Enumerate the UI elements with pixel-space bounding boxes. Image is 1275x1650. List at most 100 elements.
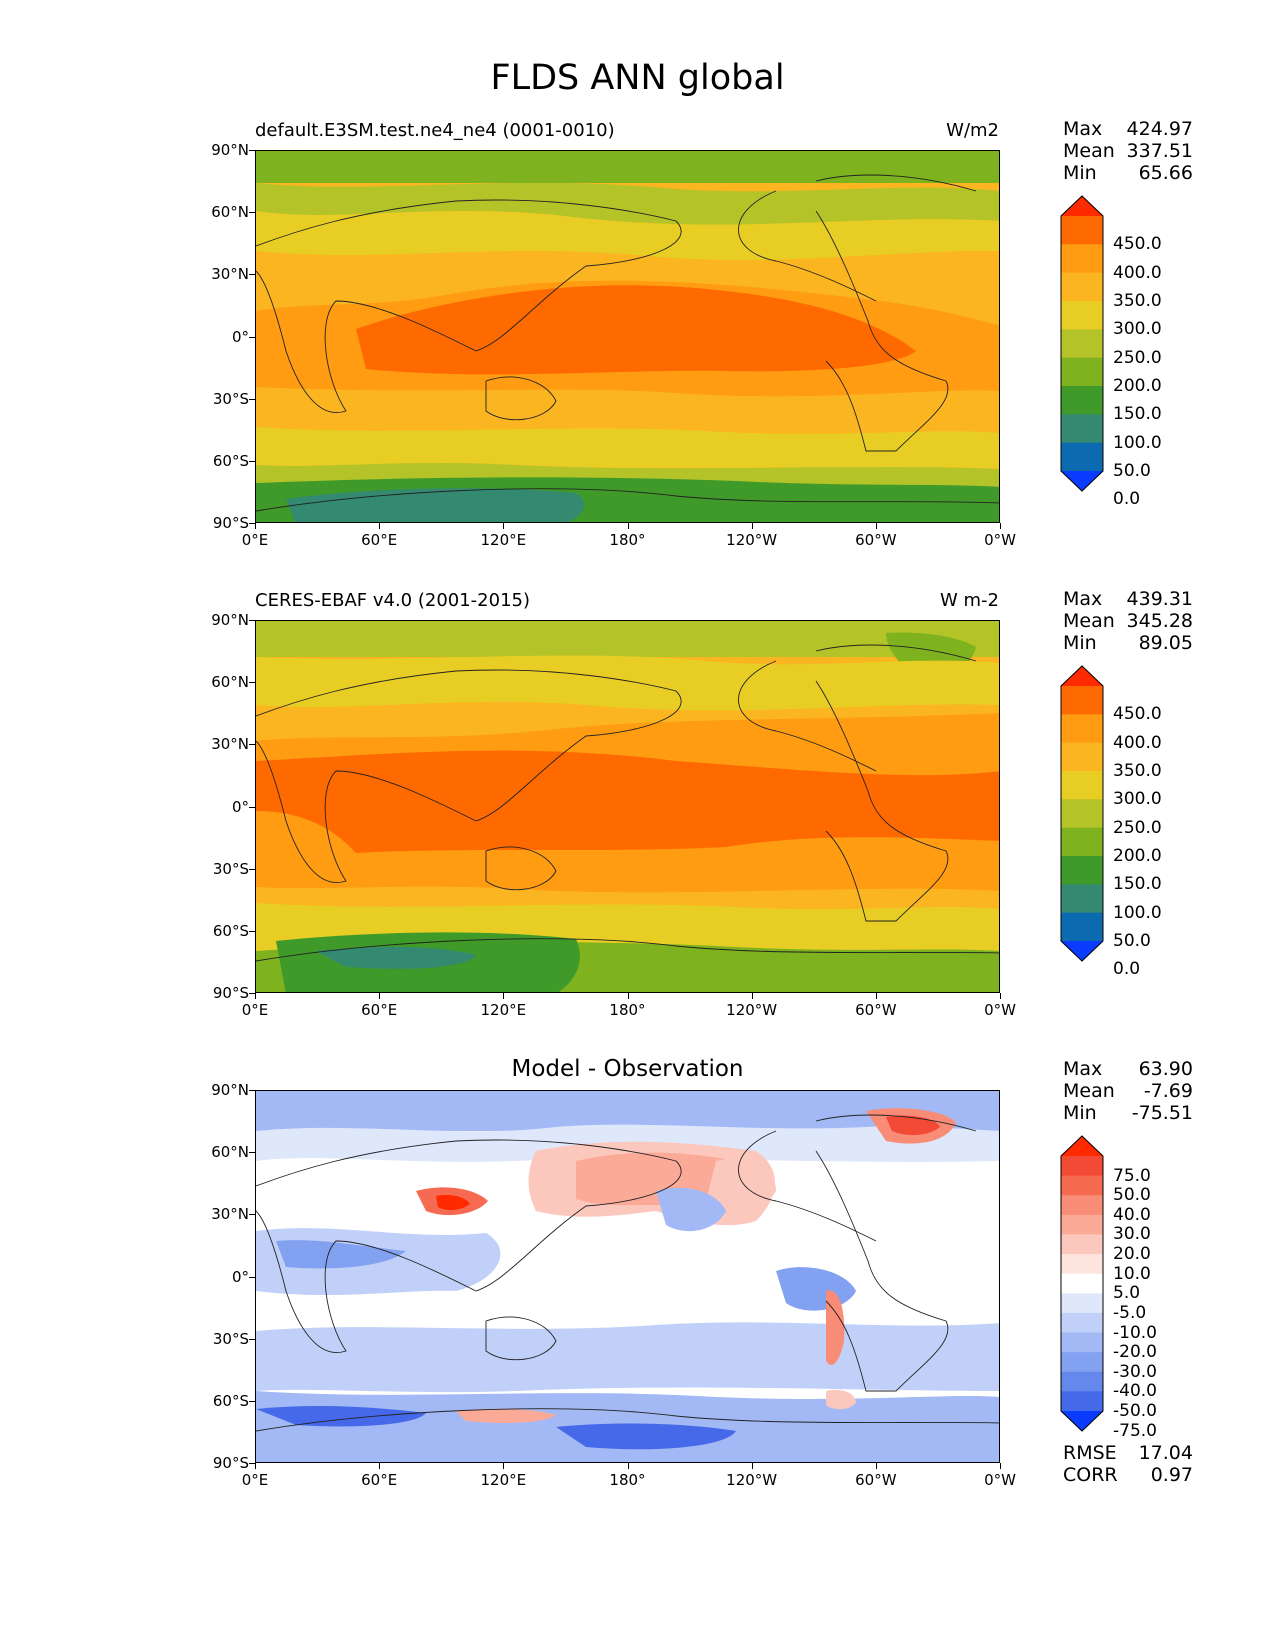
colorbar-tick-label: -50.0	[1113, 1401, 1157, 1421]
stat-value: -75.51	[1131, 1102, 1193, 1124]
colorbar-bin	[1061, 1312, 1103, 1334]
colorbar-bin	[1061, 1175, 1103, 1196]
stat-value: 0.97	[1150, 1464, 1193, 1486]
colorbar-tick-label: 40.0	[1113, 1204, 1151, 1225]
lon-tick-label: 0°W	[984, 1471, 1016, 1489]
colorbar-tick-label: -20.0	[1113, 1342, 1157, 1363]
lat-tick-label: 90°S	[212, 1454, 249, 1472]
colorbar-tick-label: -40.0	[1113, 1381, 1157, 1402]
map-field	[256, 1091, 999, 1462]
lon-tick-mark	[627, 1463, 629, 1469]
lat-tick-mark	[249, 1152, 255, 1154]
colorbar-extend-max	[1061, 196, 1103, 216]
lon-tick-mark	[1000, 523, 1001, 529]
lon-tick-label: 0°W	[984, 531, 1016, 549]
lat-tick-label: 60°N	[211, 673, 249, 692]
lon-tick-mark	[503, 523, 505, 529]
colorbar-bin	[1061, 912, 1103, 942]
stat-label: RMSE	[1063, 1442, 1117, 1464]
lon-tick-mark	[751, 1463, 753, 1469]
lon-tick-label: 180°	[609, 531, 646, 549]
panel-title-left: CERES-EBAF v4.0 (2001-2015)	[255, 590, 531, 611]
stats-rmse-corr: RMSE 17.04 CORR 0.97	[1063, 1442, 1193, 1486]
lat-tick-mark	[249, 150, 255, 151]
lon-tick-label: 60°E	[361, 1471, 398, 1489]
lat-tick-mark	[249, 212, 255, 214]
colorbar	[1060, 195, 1104, 492]
lon-tick-label: 60°E	[361, 1001, 398, 1019]
lat-tick-label: 30°S	[212, 1329, 249, 1348]
lat-tick-mark	[249, 1400, 255, 1402]
lat-tick-mark	[249, 398, 255, 400]
figure-title: FLDS ANN global	[490, 58, 785, 98]
lat-tick-label: 60°S	[212, 1391, 249, 1410]
colorbar-tick-label: 5.0	[1113, 1283, 1141, 1304]
colorbar-tick-label: 0.0	[1113, 489, 1141, 510]
colorbar-bin	[1061, 799, 1103, 829]
lon-tick-label: 120°W	[726, 1001, 778, 1019]
lat-tick-label: 90°S	[212, 984, 249, 1002]
colorbar-bin	[1061, 1234, 1103, 1255]
panel-units: W/m2	[946, 120, 999, 141]
lat-tick-label: 60°N	[211, 203, 249, 222]
lon-tick-label: 120°E	[480, 1471, 527, 1489]
lon-tick-label: 180°	[609, 1471, 646, 1489]
lon-tick-label: 120°E	[480, 1001, 527, 1019]
colorbar-tick-label: 100.0	[1113, 902, 1162, 923]
colorbar-bin	[1061, 357, 1103, 387]
colorbar-bin	[1061, 884, 1103, 914]
colorbar-tick-label: 200.0	[1113, 376, 1162, 396]
colorbar-tick-label: 350.0	[1113, 761, 1162, 781]
lat-tick-mark	[249, 1463, 255, 1464]
lat-tick-label: 0°	[231, 327, 249, 346]
stat-label: Min	[1063, 632, 1097, 654]
stat-label: Min	[1063, 162, 1097, 184]
colorbar-tick-label: 150.0	[1113, 874, 1162, 895]
colorbar-bin	[1061, 329, 1103, 359]
lat-tick-label: 0°	[231, 797, 249, 816]
lat-tick-mark	[249, 336, 255, 338]
stats-model: Max 424.97 Mean 337.51 Min 65.66	[1063, 118, 1193, 184]
colorbar-tick-label: 300.0	[1113, 319, 1162, 340]
stat-value: 63.90	[1138, 1058, 1193, 1080]
colorbar-tick-label: 450.0	[1113, 704, 1162, 725]
lat-tick-label: 60°N	[211, 1143, 249, 1162]
colorbar-tick-label: 350.0	[1113, 291, 1162, 311]
lon-tick-mark	[751, 523, 753, 529]
lon-tick-mark	[875, 1463, 877, 1469]
colorbar-bin	[1061, 272, 1103, 302]
stat-label: Max	[1063, 118, 1103, 140]
colorbar-outline	[1060, 195, 1104, 492]
colorbar-bin	[1061, 742, 1103, 772]
lat-tick-label: 30°N	[211, 1205, 249, 1224]
lon-tick-mark	[255, 993, 256, 999]
colorbar-bin	[1061, 1195, 1103, 1216]
lat-tick-label: 30°S	[212, 389, 249, 408]
colorbar-bin	[1061, 244, 1103, 274]
stat-value: 337.51	[1126, 140, 1193, 162]
map-observation	[255, 620, 1000, 993]
lon-tick-label: 60°W	[855, 1001, 897, 1019]
colorbar-bin	[1061, 1254, 1103, 1275]
colorbar-bin	[1061, 771, 1103, 800]
colorbar-bin	[1061, 856, 1103, 885]
colorbar-bin	[1061, 414, 1103, 444]
lon-tick-label: 0°E	[241, 1001, 269, 1019]
lat-tick-label: 90°N	[211, 611, 249, 629]
map-model	[255, 150, 1000, 523]
lat-tick-mark	[249, 274, 255, 276]
colorbar-tick-label: -10.0	[1113, 1322, 1157, 1343]
lat-tick-label: 90°S	[212, 514, 249, 532]
stat-value: 345.28	[1126, 610, 1193, 632]
colorbar-tick-label: 30.0	[1113, 1224, 1151, 1245]
stat-value: 439.31	[1126, 588, 1193, 610]
lon-tick-label: 0°E	[241, 531, 269, 549]
lon-tick-label: 180°	[609, 1001, 646, 1019]
colorbar-tick-label: 0.0	[1113, 959, 1141, 980]
colorbar-bin	[1061, 1391, 1103, 1412]
lon-tick-mark	[751, 993, 753, 999]
colorbar-tick-label: 20.0	[1113, 1244, 1151, 1265]
map-field	[256, 621, 999, 992]
stats-difference: Max 63.90 Mean -7.69 Min -75.51	[1063, 1058, 1193, 1124]
colorbar-tick-label: 400.0	[1113, 732, 1162, 753]
